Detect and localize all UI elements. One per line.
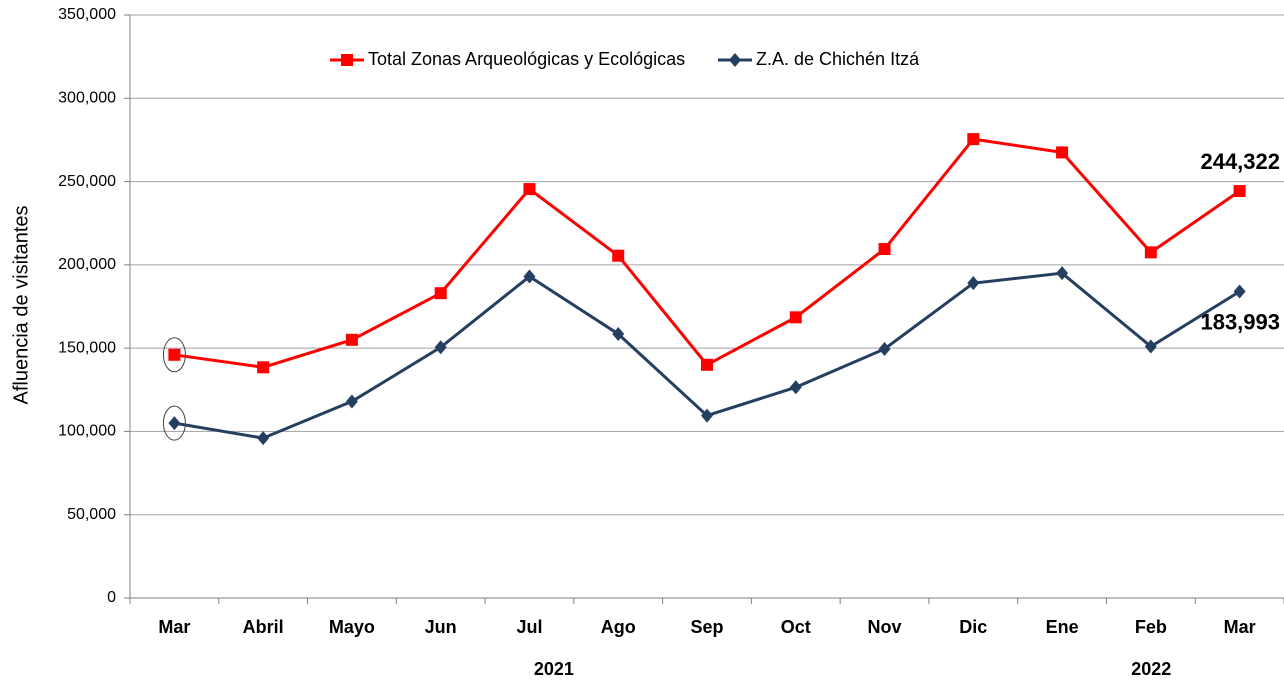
data-point [434,340,447,355]
data-point [523,269,536,284]
data-point [612,249,625,262]
legend-marker [729,53,741,67]
x-group-label: 2022 [1131,659,1171,679]
x-tick-label: Nov [868,617,902,637]
x-tick-label: Oct [781,617,811,637]
series-line [174,137,1241,369]
x-tick-label: Mar [1224,617,1256,637]
data-point [701,408,713,423]
data-point [1233,185,1246,198]
x-tick-label: Abril [243,617,284,637]
x-tick-label: Jun [425,617,457,637]
data-point [345,394,358,409]
data-point [1056,146,1069,159]
x-group-label: 2021 [534,659,574,679]
data-point [1233,284,1246,299]
data-point [878,243,891,256]
x-tick-label: Mayo [329,617,375,637]
data-point [257,431,270,446]
x-tick-label: Ene [1046,617,1079,637]
x-tick-label: Mar [158,617,190,637]
highlight-circle [162,405,186,441]
value-label: 183,993 [1200,309,1280,334]
data-point [523,183,536,196]
data-point [1056,266,1069,281]
x-tick-label: Jul [516,617,542,637]
data-point [789,380,802,395]
data-point [789,311,802,324]
highlight-circle [162,337,186,373]
legend-label: Total Zonas Arqueológicas y Ecológicas [368,49,685,69]
y-tick-label: 150,000 [58,339,116,356]
data-point [257,361,270,374]
x-tick-label: Ago [601,617,636,637]
data-point [967,133,980,146]
x-tick-label: Feb [1135,617,1167,637]
y-axis-label: Afluencia de visitantes [10,205,32,404]
y-tick-label: 100,000 [58,423,116,440]
y-tick-label: 250,000 [58,173,116,190]
y-tick-label: 300,000 [58,90,116,107]
data-point [434,287,447,300]
data-point [345,333,358,346]
data-point [967,276,980,291]
legend-label: Z.A. de Chichén Itzá [756,49,920,69]
legend-marker [341,54,353,66]
data-point [168,416,181,431]
data-point [701,358,713,371]
y-tick-label: 0 [107,589,116,606]
data-point [878,341,891,356]
x-tick-label: Dic [959,617,987,637]
data-point [1144,246,1157,259]
value-label: 244,322 [1200,149,1280,174]
y-tick-label: 200,000 [58,256,116,273]
x-tick-label: Sep [690,617,723,637]
data-point [168,348,181,361]
y-tick-label: 350,000 [58,6,116,23]
data-point [1144,339,1157,354]
y-tick-label: 50,000 [67,506,116,523]
data-point [612,326,625,341]
